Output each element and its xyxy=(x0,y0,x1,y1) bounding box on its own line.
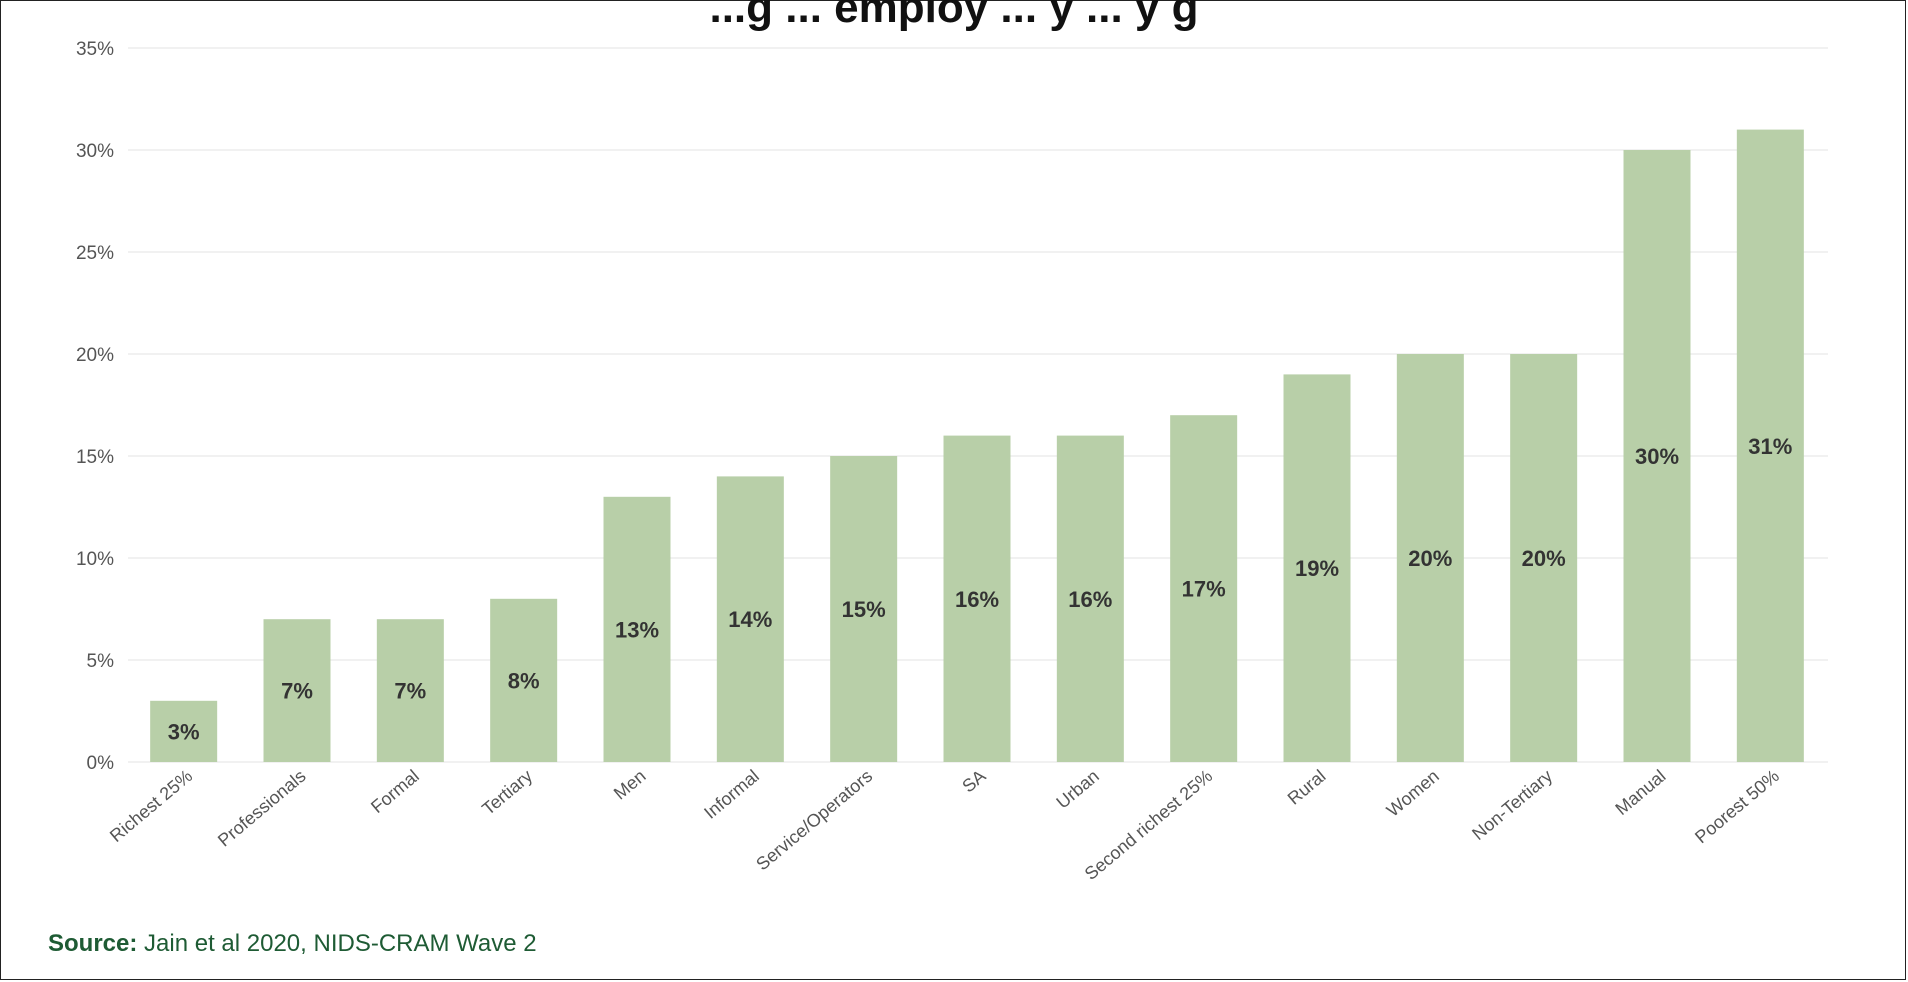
source-label: Source: xyxy=(48,930,138,957)
x-category-label: Women xyxy=(1383,766,1443,821)
bar-value-label: 31% xyxy=(1748,434,1792,459)
bar xyxy=(490,598,558,762)
bar xyxy=(1056,435,1124,762)
bar xyxy=(603,496,671,762)
y-tick-label: 0% xyxy=(87,753,115,774)
bar xyxy=(1396,354,1464,762)
bar-value-label: 13% xyxy=(615,617,659,642)
x-category-label: Second richest 25% xyxy=(1081,766,1216,884)
bar xyxy=(1736,129,1804,763)
bar-value-label: 20% xyxy=(1522,546,1566,571)
x-category-label: Manual xyxy=(1611,766,1669,819)
chart-title: ...g ... employ ... y ... y g xyxy=(709,0,1198,32)
bar xyxy=(943,435,1011,762)
y-tick-label: 15% xyxy=(76,447,114,468)
x-category-label: Men xyxy=(610,766,650,804)
bar-value-label: 7% xyxy=(281,679,313,704)
x-category-label: Service/Operators xyxy=(752,766,876,875)
y-tick-label: 35% xyxy=(76,39,114,60)
bar xyxy=(150,700,218,762)
bar xyxy=(716,476,784,762)
bar-value-label: 14% xyxy=(728,607,772,632)
bar-value-label: 20% xyxy=(1408,546,1452,571)
y-tick-label: 20% xyxy=(76,345,114,366)
x-category-label: Poorest 50% xyxy=(1691,766,1783,848)
x-category-label: Urban xyxy=(1052,766,1102,813)
bar xyxy=(1170,415,1238,762)
source-note: Source: Jain et al 2020, NIDS-CRAM Wave … xyxy=(48,930,537,958)
x-category-label: Rural xyxy=(1284,766,1330,809)
x-category-label: SA xyxy=(958,766,989,797)
x-category-label: Non-Tertiary xyxy=(1468,766,1556,844)
bar xyxy=(1283,374,1351,762)
bar-value-label: 19% xyxy=(1295,556,1339,581)
x-category-label: Formal xyxy=(367,766,423,817)
bar-value-label: 3% xyxy=(168,719,200,744)
bar-value-label: 15% xyxy=(842,597,886,622)
bar-value-label: 16% xyxy=(1068,587,1112,612)
x-category-label: Richest 25% xyxy=(106,766,196,846)
bar-value-label: 17% xyxy=(1182,577,1226,602)
bar xyxy=(830,456,898,762)
x-category-label: Tertiary xyxy=(478,766,536,819)
bar-value-label: 30% xyxy=(1635,444,1679,469)
bar xyxy=(1623,150,1691,762)
y-tick-label: 10% xyxy=(76,549,114,570)
y-tick-label: 5% xyxy=(87,651,115,672)
x-category-label: Professionals xyxy=(214,766,310,851)
y-tick-label: 25% xyxy=(76,243,114,264)
x-category-label: Informal xyxy=(700,766,763,823)
y-tick-label: 30% xyxy=(76,141,114,162)
bar xyxy=(376,619,444,762)
bar xyxy=(1510,354,1578,762)
bar-value-label: 16% xyxy=(955,587,999,612)
source-text: Jain et al 2020, NIDS-CRAM Wave 2 xyxy=(144,930,537,957)
bar-value-label: 7% xyxy=(394,679,426,704)
bar-value-label: 8% xyxy=(508,668,540,693)
bar xyxy=(263,619,331,762)
